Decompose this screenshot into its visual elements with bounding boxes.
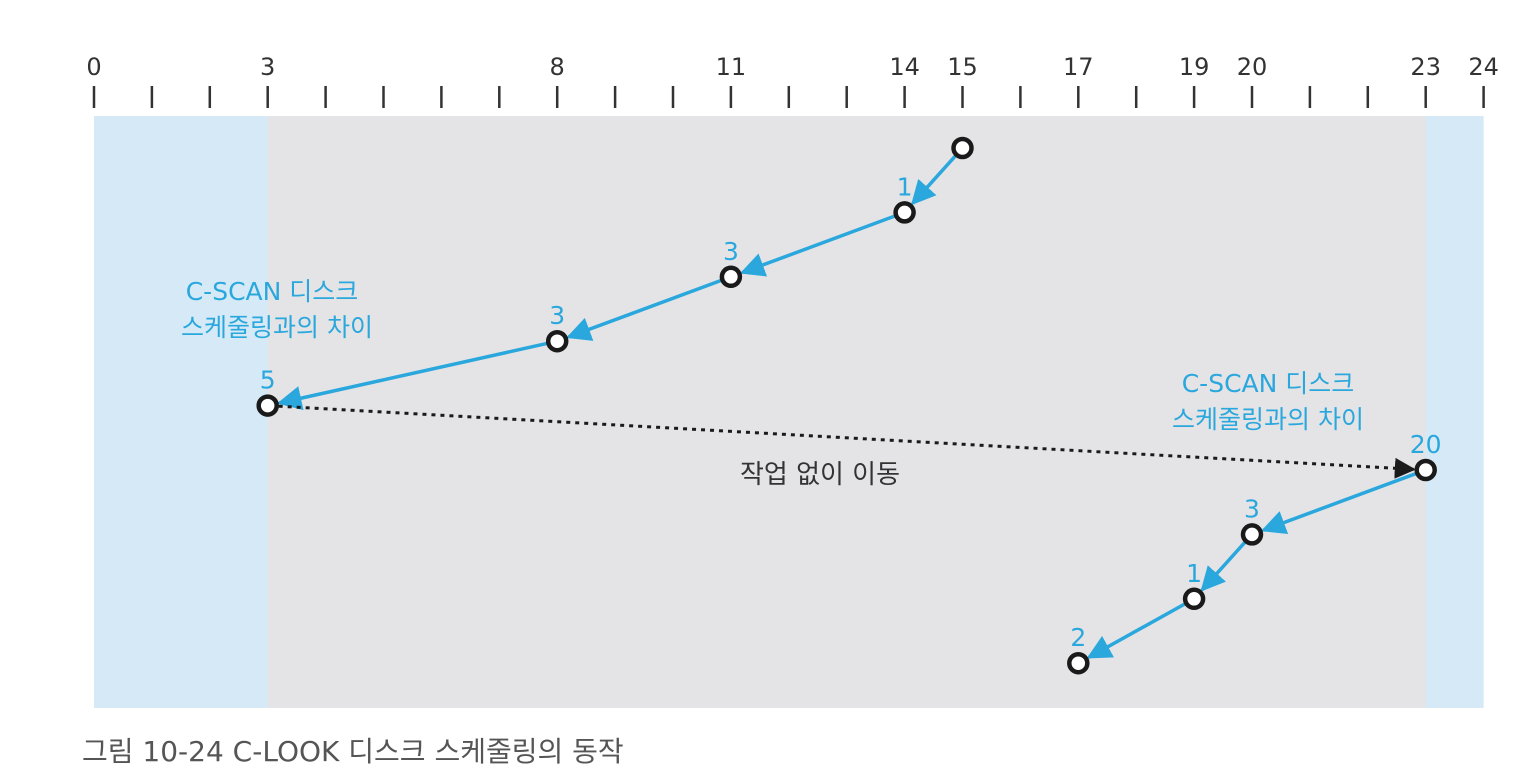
seek-path <box>1200 541 1246 592</box>
axis-tick-label: 3 <box>260 53 275 81</box>
cylinder-axis: 0 3 8 11 14 15 17 19 20 23 24 <box>86 53 1499 108</box>
visit-point <box>545 329 569 353</box>
seek-distance-label: 1 <box>1186 559 1202 588</box>
axis-tick-label: 17 <box>1063 53 1094 81</box>
seek-distance-label: 1 <box>897 172 913 201</box>
figure-caption: 그림 10-24 C-LOOK 디스크 스케줄링의 동작 <box>82 735 624 768</box>
seek-path <box>277 341 547 411</box>
visit-point <box>1182 587 1206 611</box>
seek-path <box>739 214 895 277</box>
seek-path <box>1260 472 1416 535</box>
note-left-line1: C-SCAN 디스크 <box>186 277 359 306</box>
visit-point <box>893 201 916 224</box>
head-movement-paths <box>277 155 1416 659</box>
axis-tick-label: 11 <box>716 53 747 81</box>
visited-cylinders <box>256 136 1437 675</box>
note-left-line2: 스케줄링과의 차이 <box>181 313 373 342</box>
seek-distance-labels: 1 3 3 5 20 3 1 2 <box>260 172 1442 652</box>
axis-tick-label: 8 <box>550 53 565 81</box>
seek-path <box>910 155 957 206</box>
axis-tick-label: 0 <box>86 53 101 81</box>
region-bands <box>94 116 1484 708</box>
seek-distance-label: 3 <box>1244 494 1260 523</box>
visit-point <box>1067 651 1090 675</box>
visit-point <box>1414 458 1437 482</box>
seek-distance-label: 3 <box>549 301 565 330</box>
axis-tick-label: 24 <box>1468 53 1499 81</box>
axis-tick-label: 15 <box>947 53 978 81</box>
jump-label: 작업 없이 이동 <box>740 460 900 490</box>
jump-path <box>278 404 1416 479</box>
seek-path <box>566 278 722 341</box>
seek-path <box>1086 602 1186 659</box>
visit-point <box>256 394 279 417</box>
visit-point <box>1240 523 1264 546</box>
visit-point <box>951 136 974 160</box>
seek-distance-label: 3 <box>723 237 739 266</box>
axis-tick-label: 14 <box>889 53 920 81</box>
seek-distance-label: 20 <box>1410 430 1442 459</box>
visit-point <box>719 265 743 289</box>
axis-tick-label: 19 <box>1179 53 1210 81</box>
seek-distance-label: 2 <box>1070 623 1086 652</box>
axis-tick-label: 20 <box>1237 53 1268 81</box>
note-right-line2: 스케줄링과의 차이 <box>1172 405 1364 434</box>
note-right-line1: C-SCAN 디스크 <box>1182 369 1355 398</box>
axis-tick-label: 23 <box>1410 53 1441 81</box>
annotations: C-SCAN 디스크 스케줄링과의 차이 C-SCAN 디스크 스케줄링과의 차… <box>181 277 1364 490</box>
serviced-region <box>267 116 1426 708</box>
seek-distance-label: 5 <box>260 366 276 395</box>
